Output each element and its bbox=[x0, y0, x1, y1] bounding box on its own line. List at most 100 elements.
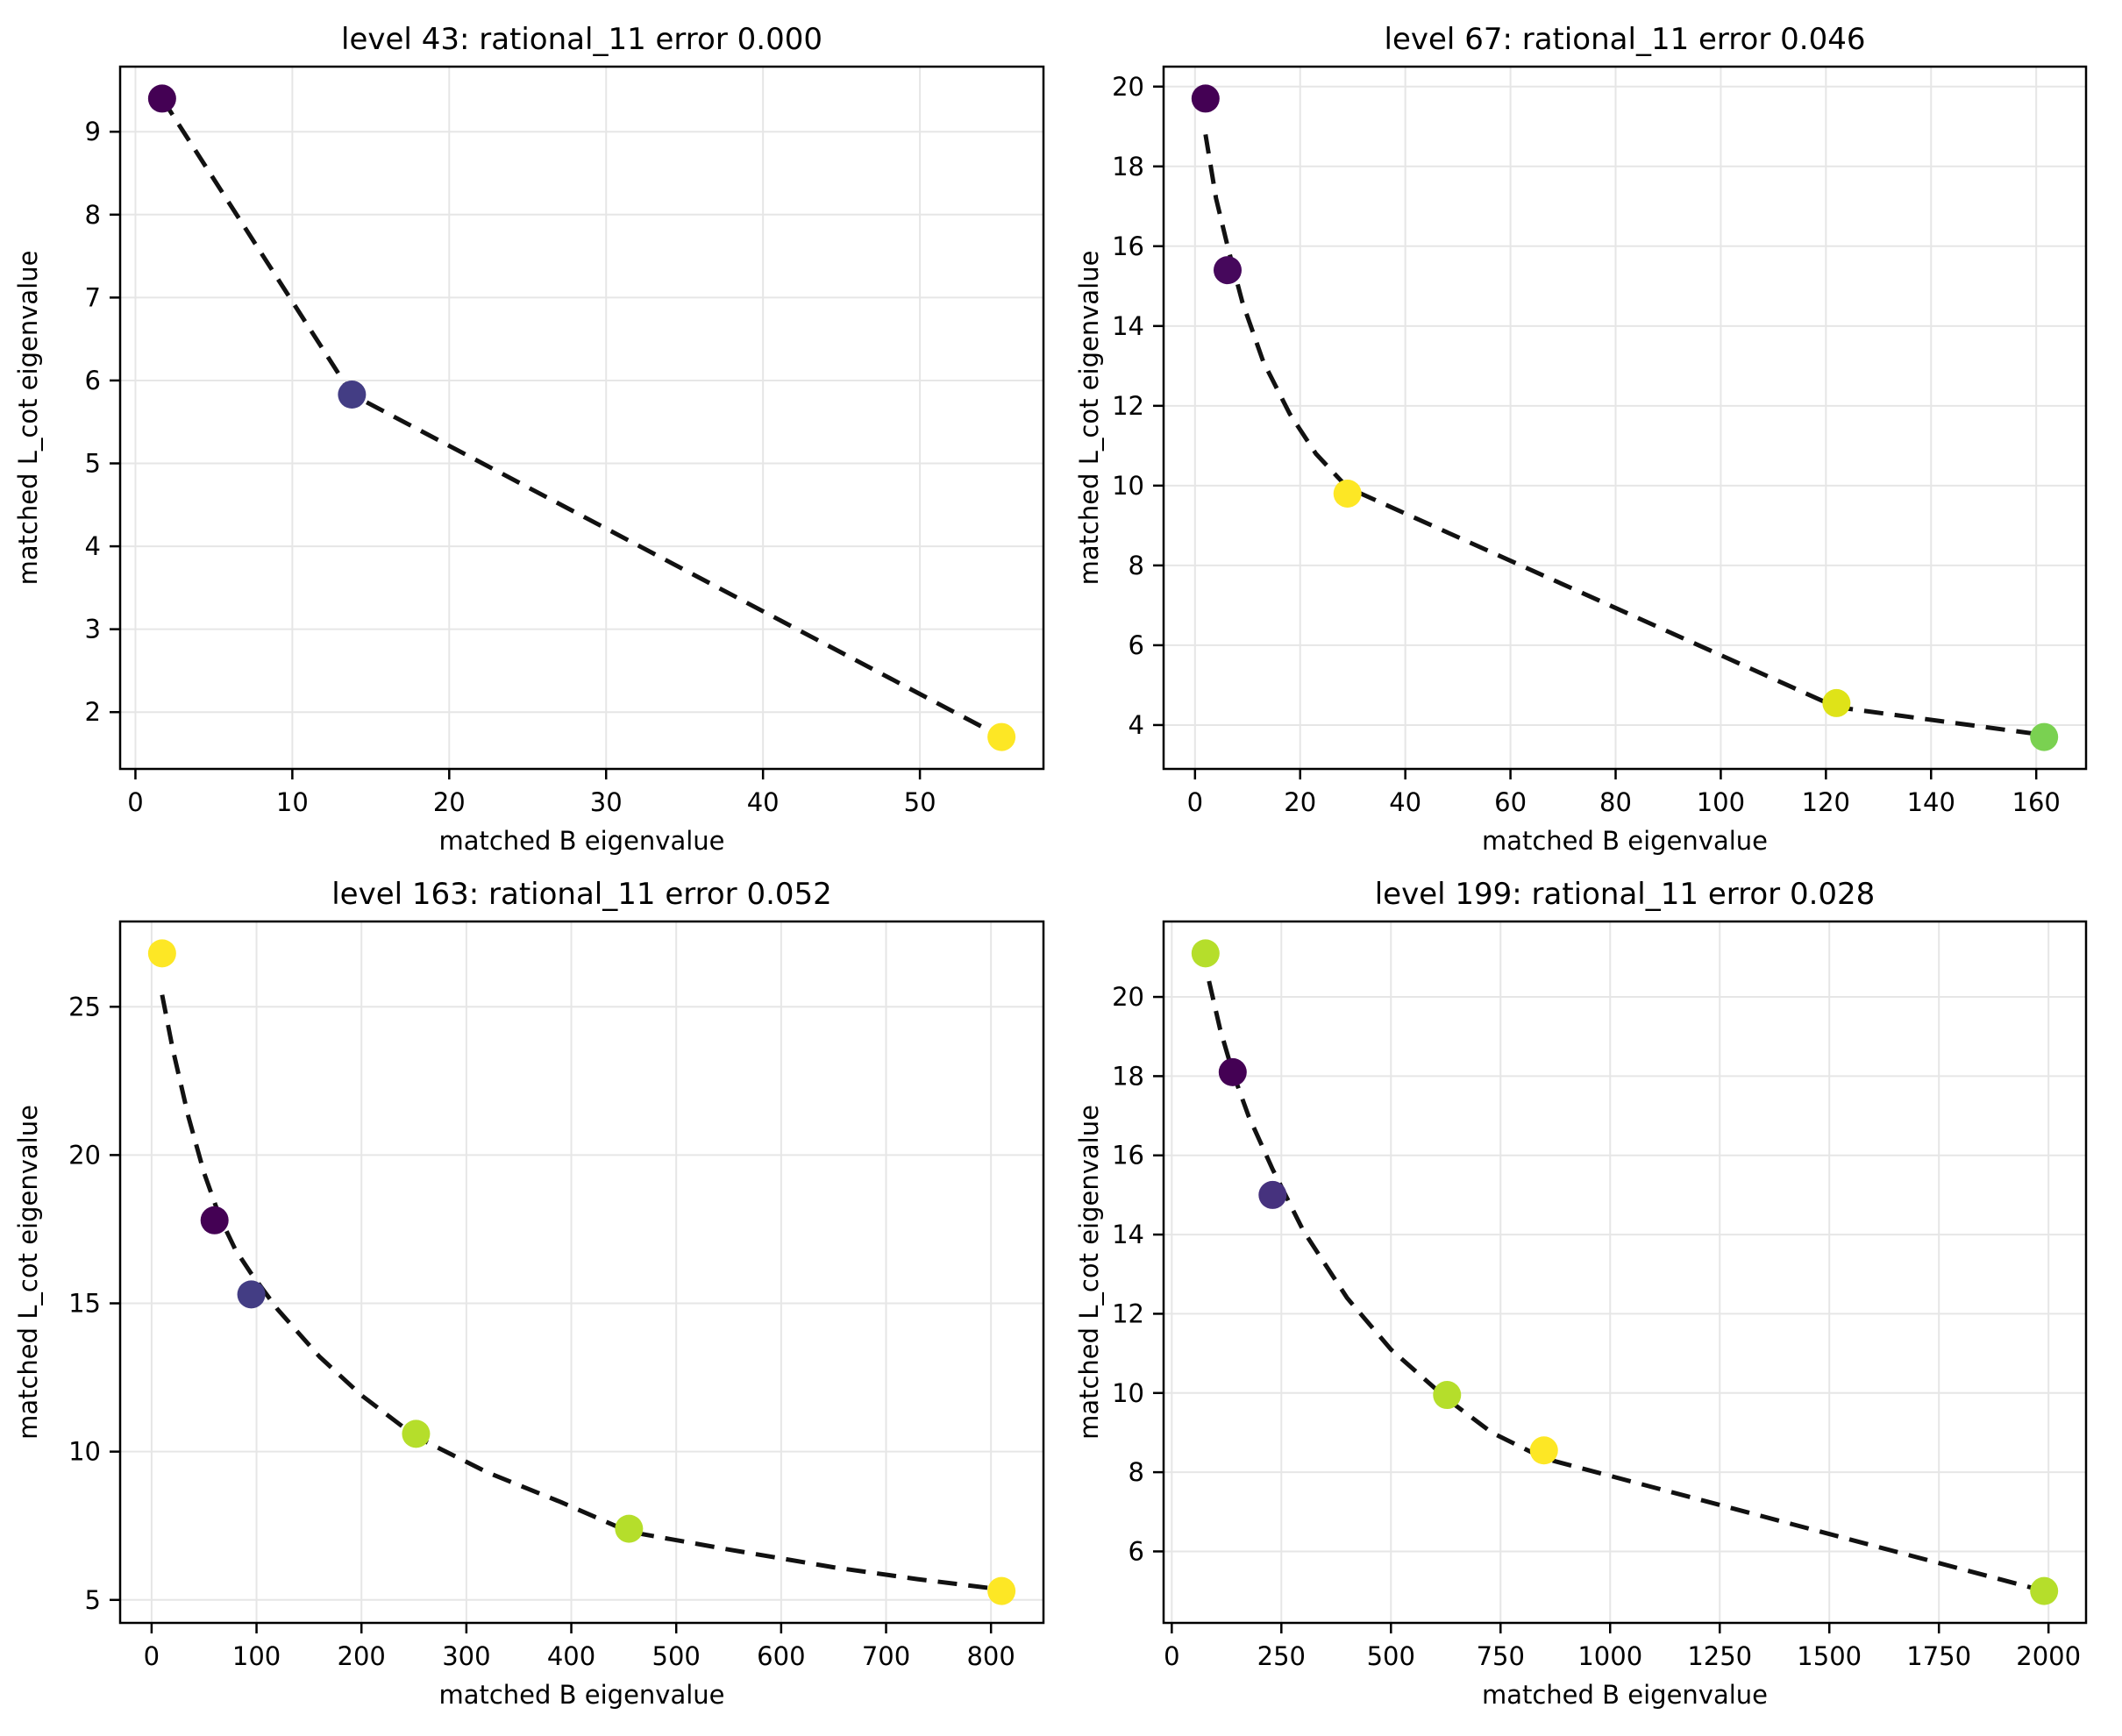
x-axis-label: matched B eigenvalue bbox=[438, 1680, 724, 1710]
x-tick-label: 120 bbox=[1802, 787, 1850, 817]
x-tick-label: 500 bbox=[1367, 1641, 1415, 1671]
y-tick-label: 20 bbox=[1112, 982, 1144, 1012]
y-tick-label: 15 bbox=[68, 1289, 101, 1319]
data-point bbox=[1191, 84, 1220, 113]
axes-spines bbox=[118, 920, 1045, 1625]
x-axis-label: matched B eigenvalue bbox=[1482, 1680, 1768, 1710]
y-axis-label: matched L_cot eigenvalue bbox=[13, 1105, 43, 1440]
x-tick-label: 40 bbox=[747, 787, 780, 817]
y-axis-label: matched L_cot eigenvalue bbox=[13, 251, 43, 586]
x-tick-label: 300 bbox=[442, 1641, 490, 1671]
fit-line bbox=[1207, 980, 2045, 1594]
x-tick-label: 600 bbox=[757, 1641, 805, 1671]
fit-line bbox=[160, 994, 1002, 1592]
data-point bbox=[1258, 1180, 1287, 1209]
data-point bbox=[1529, 1436, 1558, 1465]
y-tick-label: 8 bbox=[85, 200, 101, 230]
plot-svg-0: 0 10 20 30 40 50 2 3 4 5 6 7 8 9 level 43: rational_11… bbox=[13, 22, 1045, 856]
data-point bbox=[200, 1206, 229, 1234]
data-point bbox=[1214, 256, 1243, 285]
y-tick-label: 8 bbox=[1129, 551, 1144, 580]
x-tick-label: 0 bbox=[1164, 1641, 1179, 1671]
x-axis-label: matched B eigenvalue bbox=[1482, 826, 1768, 856]
data-point bbox=[615, 1514, 644, 1543]
x-tick-label: 800 bbox=[966, 1641, 1015, 1671]
y-tick-label: 5 bbox=[85, 1585, 101, 1615]
subplot-level-67: 0 20 40 60 80 100 120 140 160 4 6 8 10 12 14 16 18 20 leve… bbox=[1061, 0, 2122, 868]
x-tick-label: 0 bbox=[144, 1641, 160, 1671]
data-point bbox=[147, 939, 176, 968]
x-tick-label: 500 bbox=[652, 1641, 701, 1671]
x-tick-label: 200 bbox=[338, 1641, 386, 1671]
plot-svg-1: 0 20 40 60 80 100 120 140 160 4 6 8 10 12 14 16 18 20 leve… bbox=[1074, 22, 2088, 856]
fit-line bbox=[1203, 133, 2045, 737]
x-tick-label: 100 bbox=[232, 1641, 281, 1671]
x-tick-label: 750 bbox=[1477, 1641, 1525, 1671]
y-tick-label: 12 bbox=[1112, 1298, 1144, 1328]
x-tick-label: 80 bbox=[1599, 787, 1632, 817]
data-point bbox=[1218, 1057, 1247, 1086]
x-tick-label: 10 bbox=[276, 787, 309, 817]
x-tick-label: 250 bbox=[1257, 1641, 1306, 1671]
x-tick-label: 160 bbox=[2012, 787, 2061, 817]
data-point bbox=[1433, 1381, 1462, 1410]
y-tick-label: 2 bbox=[85, 697, 101, 727]
y-tick-label: 4 bbox=[85, 531, 101, 561]
y-tick-label: 10 bbox=[1112, 471, 1144, 501]
plot-svg-2: 0 100 200 300 400 500 600 700 800 5 10 15 20 25 level … bbox=[13, 877, 1045, 1710]
y-tick-label: 20 bbox=[68, 1140, 101, 1170]
data-point bbox=[2030, 1576, 2059, 1605]
y-tick-label: 16 bbox=[1112, 231, 1144, 261]
y-axis-label: matched L_cot eigenvalue bbox=[1074, 251, 1104, 586]
data-point bbox=[1822, 688, 1851, 717]
data-point bbox=[987, 1576, 1016, 1605]
y-tick-label: 3 bbox=[85, 615, 101, 644]
y-tick-label: 10 bbox=[68, 1437, 101, 1467]
x-axis-label: matched B eigenvalue bbox=[438, 826, 724, 856]
x-tick-label: 0 bbox=[127, 787, 143, 817]
x-tick-label: 0 bbox=[1187, 787, 1203, 817]
x-tick-label: 400 bbox=[547, 1641, 595, 1671]
y-tick-label: 14 bbox=[1112, 311, 1144, 341]
subplot-level-199: 0 250 500 750 1000 1250 1500 1750 2000 6 8 10 12 14 16… bbox=[1061, 868, 2122, 1736]
data-point bbox=[147, 84, 176, 113]
plot-title: level 43: rational_11 error 0.000 bbox=[341, 22, 822, 57]
y-tick-label: 20 bbox=[1112, 72, 1144, 102]
x-tick-label: 1000 bbox=[1577, 1641, 1642, 1671]
axes-spines bbox=[1162, 65, 2088, 771]
y-axis-label: matched L_cot eigenvalue bbox=[1074, 1105, 1104, 1440]
y-tick-label: 6 bbox=[1129, 1536, 1144, 1566]
y-tick-label: 9 bbox=[85, 117, 101, 146]
data-point bbox=[237, 1280, 266, 1309]
plot-svg-3: 0 250 500 750 1000 1250 1500 1750 2000 6 8 10 12 14 16… bbox=[1074, 877, 2088, 1710]
x-tick-label: 60 bbox=[1494, 787, 1527, 817]
y-tick-label: 18 bbox=[1112, 152, 1144, 181]
axes-spines bbox=[118, 65, 1045, 771]
data-point bbox=[402, 1419, 431, 1448]
y-tick-label: 8 bbox=[1129, 1457, 1144, 1487]
y-tick-label: 10 bbox=[1112, 1378, 1144, 1408]
x-tick-label: 140 bbox=[1907, 787, 1955, 817]
plot-title: level 199: rational_11 error 0.028 bbox=[1375, 877, 1876, 912]
y-tick-label: 6 bbox=[85, 366, 101, 395]
x-tick-label: 100 bbox=[1697, 787, 1745, 817]
x-tick-label: 20 bbox=[433, 787, 466, 817]
x-tick-label: 2000 bbox=[2016, 1641, 2081, 1671]
plot-title: level 67: rational_11 error 0.046 bbox=[1385, 22, 1866, 57]
subplot-level-163: 0 100 200 300 400 500 600 700 800 5 10 15 20 25 level … bbox=[0, 868, 1061, 1736]
data-point bbox=[1191, 939, 1220, 968]
plot-title: level 163: rational_11 error 0.052 bbox=[331, 877, 832, 912]
fit-line bbox=[160, 97, 1003, 739]
data-point bbox=[987, 722, 1016, 751]
data-point bbox=[338, 381, 367, 409]
y-tick-label: 7 bbox=[85, 282, 101, 312]
subplot-level-43: 0 10 20 30 40 50 2 3 4 5 6 7 8 9 level 43: rational_11… bbox=[0, 0, 1061, 868]
axes-spines bbox=[1162, 920, 2088, 1625]
x-tick-label: 30 bbox=[590, 787, 623, 817]
y-tick-label: 6 bbox=[1129, 630, 1144, 660]
data-point bbox=[2030, 722, 2059, 751]
y-tick-label: 18 bbox=[1112, 1061, 1144, 1091]
y-tick-label: 25 bbox=[68, 992, 101, 1021]
x-tick-label: 1250 bbox=[1687, 1641, 1752, 1671]
